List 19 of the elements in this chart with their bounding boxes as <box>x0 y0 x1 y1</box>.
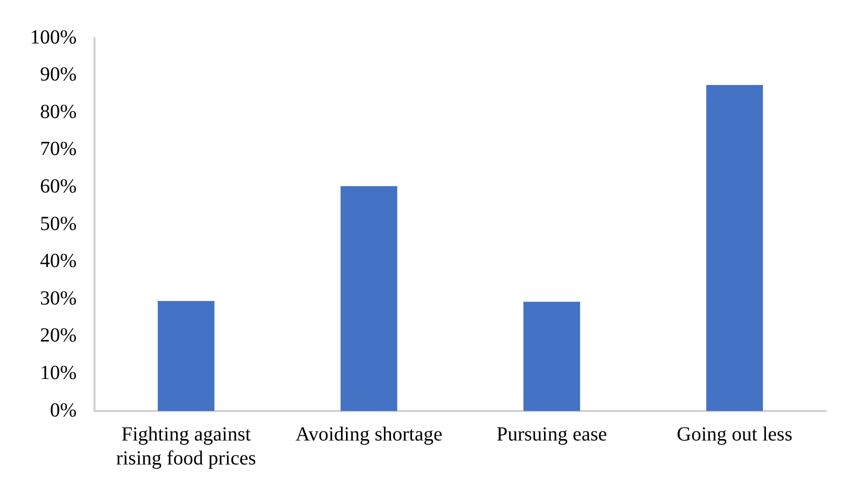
y-tick-label: 70% <box>40 138 77 160</box>
y-tick-label: 30% <box>40 287 77 310</box>
bar <box>340 186 398 411</box>
x-tick-label: Fighting against rising food prices <box>116 423 256 470</box>
y-tick-label: 80% <box>40 100 77 123</box>
y-tick-label: 60% <box>40 175 77 198</box>
y-tick-label: 100% <box>30 26 77 48</box>
bar <box>523 302 580 411</box>
y-tick-label: 90% <box>40 64 77 86</box>
y-tick-label: 50% <box>40 212 77 235</box>
y-tick-label: 40% <box>40 250 77 272</box>
y-tick-label: 10% <box>40 362 77 384</box>
bar <box>158 300 214 411</box>
y-tick-label: 0% <box>50 399 77 422</box>
x-tick-label: Avoiding shortage <box>296 423 442 446</box>
x-tick-label: Pursuing ease <box>496 423 608 446</box>
x-tick-label: Going out less <box>676 423 793 446</box>
y-tick-label: 20% <box>40 324 77 347</box>
bar <box>706 85 763 411</box>
